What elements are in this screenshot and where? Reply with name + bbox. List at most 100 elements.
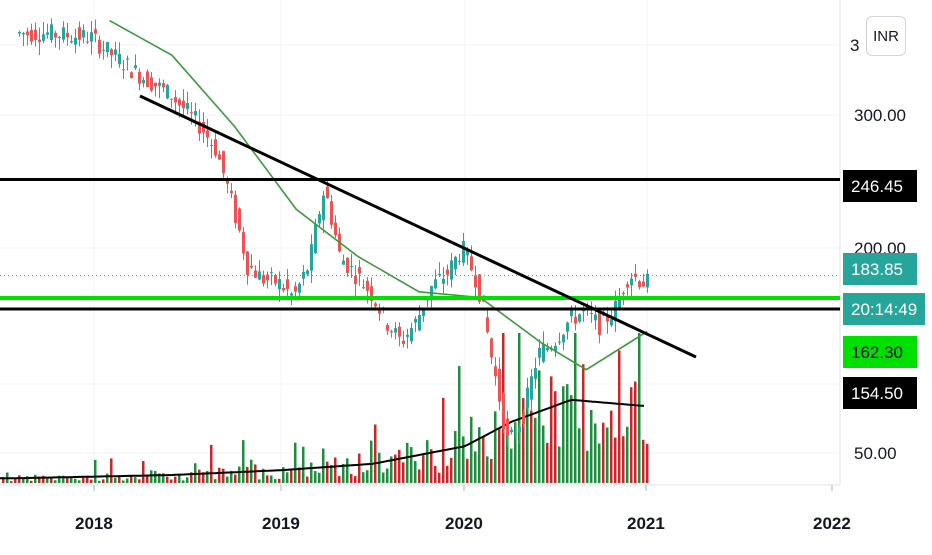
candle-29 — [134, 54, 137, 70]
volume-bar-115 — [462, 436, 465, 483]
volume-bar-150 — [602, 422, 605, 483]
volume-bar-130 — [522, 398, 525, 483]
volume-bar-101 — [406, 442, 409, 483]
candle-124 — [514, 423, 517, 439]
volume-bar-97 — [390, 456, 393, 483]
volume-bar-141 — [566, 384, 569, 483]
candle-37 — [166, 84, 169, 100]
volume-bar-8 — [34, 474, 37, 483]
volume-bar-133 — [534, 417, 537, 483]
candle-36 — [162, 79, 165, 92]
candle-24 — [114, 41, 117, 61]
candle-5 — [38, 27, 41, 56]
candle-51 — [222, 150, 225, 179]
volume-bar-112 — [450, 457, 453, 483]
candle-120 — [498, 357, 501, 411]
candle-99 — [414, 316, 417, 333]
volume-bar-82 — [330, 464, 333, 483]
candle-80 — [338, 227, 341, 253]
candle-33 — [150, 72, 153, 92]
candle-93 — [390, 329, 393, 338]
candle-10 — [58, 35, 61, 50]
volume-bar-37 — [150, 470, 153, 483]
candle-58 — [250, 254, 253, 269]
candle-106 — [442, 267, 445, 293]
volume-bar-136 — [546, 442, 549, 483]
volume-bar-12 — [50, 476, 53, 483]
candle-73 — [310, 234, 313, 283]
volume-bar-75 — [302, 446, 305, 483]
volume-bar-6 — [26, 476, 29, 483]
volume-bar-114 — [458, 366, 461, 483]
volume-bar-98 — [394, 454, 397, 483]
volume-bar-80 — [322, 448, 325, 483]
volume-bar-0 — [2, 477, 5, 483]
candle-1 — [22, 32, 25, 47]
candle-104 — [434, 269, 437, 290]
candle-157 — [646, 269, 649, 293]
candle-108 — [450, 253, 453, 288]
time-axis-label-3: 2021 — [627, 514, 665, 533]
volume-bar-118 — [474, 451, 477, 483]
volume-bar-57 — [230, 470, 233, 483]
price-tag-3: 162.30 — [843, 336, 917, 368]
volume-bar-34 — [138, 479, 141, 483]
volume-bar-92 — [370, 440, 373, 483]
candle-134 — [554, 342, 557, 358]
volume-bar-20 — [82, 477, 85, 483]
candle-122 — [506, 410, 509, 447]
volume-bar-22 — [90, 479, 93, 483]
candle-35 — [158, 78, 161, 99]
volume-bar-95 — [382, 472, 385, 483]
volume-bar-56 — [226, 476, 229, 483]
candle-12 — [66, 23, 69, 46]
candle-113 — [470, 245, 473, 272]
candle-22 — [106, 41, 109, 57]
candle-145 — [598, 311, 601, 344]
currency-button[interactable]: INR — [866, 16, 906, 56]
candle-147 — [606, 306, 609, 334]
volume-bar-66 — [266, 475, 269, 483]
volume-bar-86 — [346, 458, 349, 483]
price-tag-0: 246.45 — [843, 170, 917, 202]
candle-3 — [30, 23, 33, 45]
candle-56 — [242, 226, 245, 261]
candle-17 — [86, 31, 89, 45]
candle-34 — [154, 82, 157, 97]
candle-8 — [50, 18, 53, 43]
volume-bar-24 — [98, 480, 101, 483]
volume-bar-104 — [418, 469, 421, 483]
candle-38 — [170, 98, 173, 108]
candle-6 — [42, 21, 45, 44]
candle-125 — [518, 423, 521, 445]
candle-32 — [146, 69, 149, 88]
volume-bar-84 — [338, 475, 341, 483]
volume-bar-81 — [326, 461, 329, 483]
time-axis-label-0: 2018 — [75, 514, 113, 533]
volume-bar-155 — [622, 436, 625, 483]
volume-bar-131 — [526, 391, 529, 483]
candle-119 — [494, 357, 497, 386]
volume-bar-76 — [306, 476, 309, 483]
price-tags: 246.45 183.85 20:14:49 162.30 154.50 — [843, 170, 925, 409]
price-axis-label-3: 50.00 — [854, 444, 897, 463]
volume-bar-78 — [314, 471, 317, 483]
volume-bar-99 — [398, 449, 401, 483]
candle-84 — [354, 265, 357, 298]
volume-bar-148 — [594, 423, 597, 483]
volume-bar-161 — [646, 443, 649, 483]
candle-67 — [286, 268, 289, 299]
volume-bar-47 — [190, 472, 193, 483]
volume-bar-96 — [386, 468, 389, 483]
volume-bar-79 — [318, 472, 321, 483]
candle-154 — [634, 263, 637, 282]
volume-bar-113 — [454, 431, 457, 483]
volume-bar-63 — [254, 464, 257, 483]
candle-153 — [630, 272, 633, 298]
candle-75 — [318, 210, 321, 227]
candle-130 — [538, 339, 541, 366]
candle-140 — [578, 313, 581, 324]
candle-136 — [562, 333, 565, 351]
